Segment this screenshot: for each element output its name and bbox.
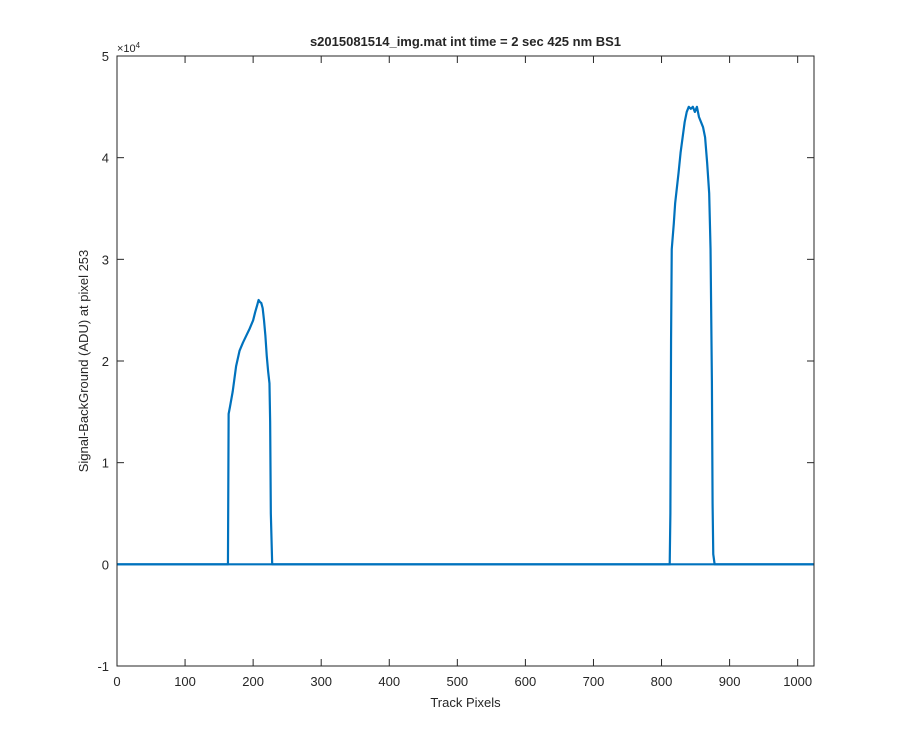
y-axis-exponent-power: 4	[136, 41, 141, 50]
x-tick-label: 900	[719, 674, 741, 689]
x-tick-label: 700	[583, 674, 605, 689]
chart-title: s2015081514_img.mat int time = 2 sec 425…	[310, 34, 621, 49]
x-tick-label: 1000	[783, 674, 812, 689]
y-tick-label: 2	[102, 354, 109, 369]
x-tick-label: 600	[515, 674, 537, 689]
plot-area-background	[117, 56, 814, 666]
x-tick-label: 800	[651, 674, 673, 689]
series-line-1	[117, 298, 814, 566]
x-tick-label: 0	[113, 674, 120, 689]
x-tick-label: 100	[174, 674, 196, 689]
x-tick-label: 300	[310, 674, 332, 689]
plot-area-box	[116, 55, 815, 667]
y-axis-exponent: ×104	[117, 41, 141, 55]
x-axis-ticks: 0 100 200 300 400 500 600 700 800 900 1000	[113, 56, 812, 689]
y-tick-label: 5	[102, 49, 109, 64]
y-axis-label: Signal-BackGround (ADU) at pixel 253	[76, 250, 91, 473]
y-tick-label: -1	[97, 659, 109, 674]
x-tick-label: 400	[378, 674, 400, 689]
y-tick-label: 1	[102, 456, 109, 471]
x-tick-label: 200	[242, 674, 264, 689]
y-tick-label: 4	[102, 151, 109, 166]
y-tick-label: 0	[102, 557, 109, 572]
x-tick-label: 500	[446, 674, 468, 689]
y-tick-label: 3	[102, 252, 109, 267]
series-layer	[117, 105, 814, 566]
series-line-2	[117, 105, 814, 566]
x-axis-label: Track Pixels	[430, 695, 501, 710]
